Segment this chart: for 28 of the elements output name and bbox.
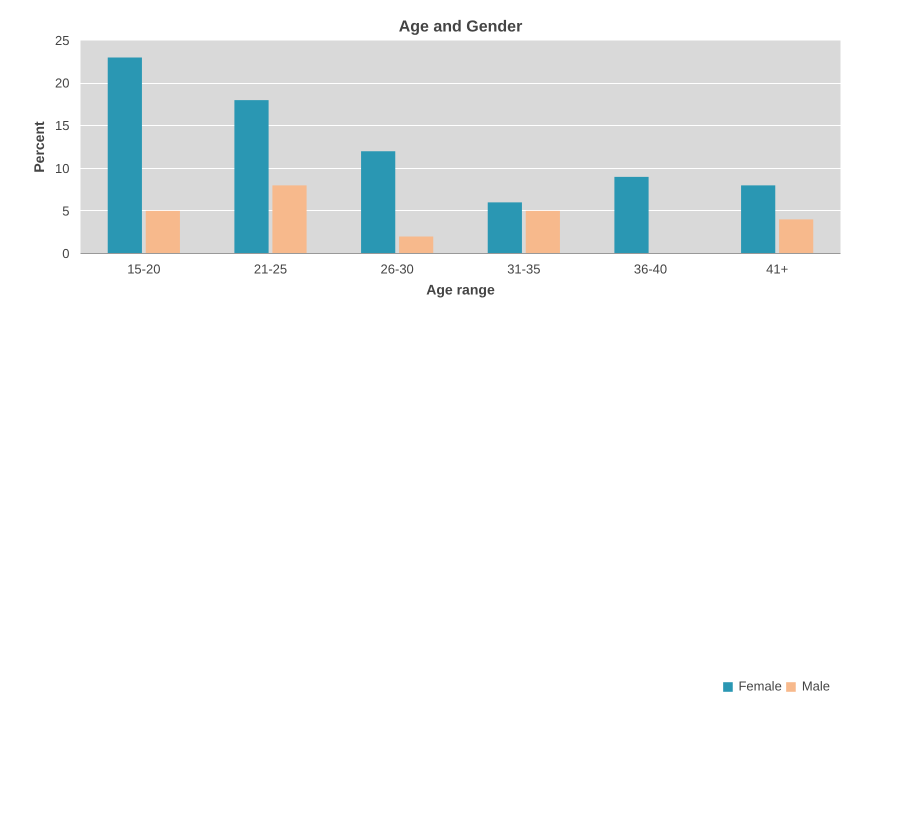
bar — [234, 100, 269, 254]
x-tick-label: 15-20 — [127, 262, 160, 276]
x-tick-label: 31-35 — [507, 262, 540, 276]
y-tick-label: 10 — [55, 160, 70, 176]
y-tick-label: 5 — [62, 203, 70, 218]
bar — [146, 210, 180, 254]
chart-title: Age and Gender — [398, 18, 522, 36]
bar — [741, 185, 776, 254]
legend-label: Male — [802, 678, 830, 694]
bar — [779, 219, 814, 254]
x-tick-label: 41+ — [766, 262, 788, 276]
x-tick-label: 36-40 — [634, 262, 668, 276]
y-tick-label: 15 — [55, 118, 70, 134]
y-tick-label: 25 — [55, 33, 70, 48]
bar — [488, 202, 522, 254]
bar — [108, 58, 142, 254]
y-tick-label: 20 — [55, 76, 70, 91]
x-axis-title: Age range — [426, 282, 495, 298]
bar — [361, 151, 396, 254]
bar — [614, 176, 649, 254]
x-tick-label: 26-30 — [380, 262, 414, 276]
bar — [399, 236, 434, 254]
bar — [272, 185, 307, 254]
bar — [526, 210, 560, 254]
legend-label: Female — [738, 678, 782, 694]
y-axis-title: Percent — [31, 120, 48, 173]
y-tick-label: 0 — [62, 246, 70, 261]
x-tick-label: 21-25 — [254, 262, 288, 276]
